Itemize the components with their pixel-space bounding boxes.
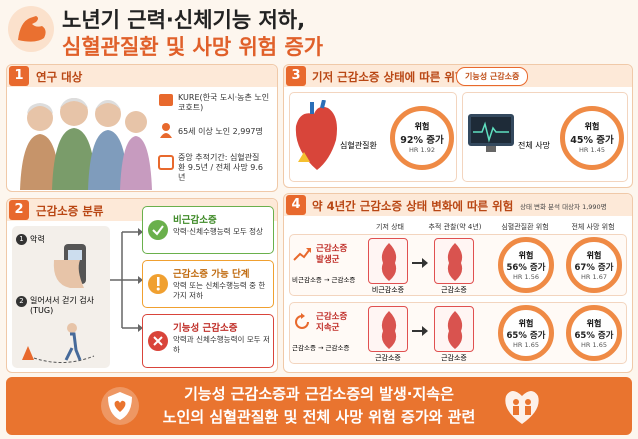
section-number: 3 (286, 66, 306, 86)
group-desc: 악력과 신체수행능력이 모두 저하 (173, 335, 270, 354)
risk-increase: 45% 증가 (570, 135, 614, 146)
test-label: 일어서서 걷기 검사(TUG) (30, 296, 94, 315)
hazard-ratio: HR 1.65 (513, 341, 539, 349)
outcome-panel (462, 92, 628, 182)
section-title: 연구 대상 (36, 70, 83, 84)
section-title: 근감소증 분류 (36, 204, 104, 218)
risk-increase: 67% 증가 (574, 263, 614, 273)
arrow (412, 322, 428, 336)
section-number: 4 (286, 195, 306, 215)
monitor-illustration (468, 114, 514, 152)
state-label: 비근감소증 (371, 286, 405, 294)
risk-ring: 위험 65% 증가 HR 1.65 (566, 305, 622, 361)
outcome-label: 전체 사망 (518, 141, 550, 150)
risk-increase: 65% 증가 (506, 331, 546, 341)
study-item: 65세 이상 노인 2,997명 (178, 127, 263, 136)
group-desc: 악력·신체수행능력 모두 정상 (173, 227, 263, 236)
state-label: 근감소증 (441, 354, 467, 362)
grip-illustration (53, 244, 86, 288)
title-line2: 심혈관질환 및 사망 위험 증가 (62, 35, 324, 59)
hazard-ratio: HR 1.45 (579, 146, 605, 154)
family-icon (505, 391, 539, 424)
tug-illustration (22, 323, 95, 363)
group-desc: 악력 또는 신체수행능력 중 한 가지 저하 (173, 281, 266, 300)
column-header: 전체 사망 위험 (571, 223, 615, 231)
muscle-box (434, 306, 474, 352)
study-item: KURE(한국 도시·농촌 노인 코호트) (178, 93, 270, 112)
heart-illustration (295, 100, 337, 170)
badge: 기능성 근감소증 (456, 67, 529, 86)
group-icon (292, 312, 312, 332)
risk-increase: 92% 증가 (400, 135, 444, 146)
tests-panel (12, 226, 110, 368)
change-header (284, 194, 632, 216)
shield-icon (101, 387, 139, 425)
section-number: 2 (9, 200, 29, 220)
risk-ring: 위험 92% 증가 HR 1.92 (390, 106, 454, 170)
state-label: 근감소증 (441, 286, 467, 294)
risk-increase: 56% 증가 (506, 263, 546, 273)
test-label: 악력 (30, 235, 45, 244)
study-header (7, 65, 277, 87)
risk-ring: 위험 45% 증가 HR 1.45 (560, 106, 624, 170)
sample-size: 상태 변화 분석 대상자 1,990명 (520, 203, 607, 211)
group-name: 근감소증 지속군 (316, 312, 348, 333)
group-card: 비근감소증 악력·신체수행능력 모두 정상 (142, 206, 274, 254)
group-name: 비근감소증 (173, 215, 217, 226)
arrows (110, 228, 143, 332)
hazard-ratio: HR 1.56 (513, 273, 539, 281)
risk-label: 위험 (518, 319, 534, 328)
transition: 비근감소증 → 근감소증 (292, 276, 356, 284)
muscle-box (368, 306, 408, 352)
risk-ring: 위험 67% 증가 HR 1.67 (566, 237, 622, 293)
risk-label: 위험 (518, 251, 534, 260)
group-name: 근감소증 발생군 (316, 244, 348, 265)
hazard-ratio: HR 1.67 (581, 273, 607, 281)
risk-ring: 위험 56% 증가 HR 1.56 (498, 237, 554, 293)
column-header: 심혈관질환 위험 (501, 223, 549, 231)
section-title: 약 4년간 근감소증 상태 변화에 따른 위험 (312, 199, 514, 213)
risk-label: 위험 (584, 122, 600, 131)
group-icon (292, 244, 312, 264)
section-title: 기저 근감소증 상태에 따른 위험 (312, 70, 466, 84)
arrow (412, 254, 428, 268)
study-item: 중앙 추적기간: 심혈관질환 9.5년 / 전체 사망 9.6년 (178, 153, 264, 182)
risk-label: 위험 (586, 251, 602, 260)
transition: 근감소증 → 근감소증 (292, 344, 350, 352)
group-card: 기능성 근감소증 악력과 신체수행능력이 모두 저하 (142, 314, 274, 368)
column-header: 기저 상태 (376, 223, 404, 231)
test-number: 1 (16, 234, 27, 245)
muscle-box (368, 238, 408, 284)
risk-label: 위험 (414, 122, 430, 131)
risk-increase: 65% 증가 (574, 331, 614, 341)
arm-icon (8, 6, 54, 52)
test-number: 2 (16, 296, 27, 307)
risk-label: 위험 (586, 319, 602, 328)
study-icons (158, 94, 174, 170)
hazard-ratio: HR 1.65 (581, 341, 607, 349)
outcome-label: 심혈관질환 (340, 141, 377, 150)
muscle-box (434, 238, 474, 284)
group-name: 기능성 근감소증 (173, 323, 238, 334)
column-header: 추적 관찰(약 4년) (428, 223, 482, 231)
hazard-ratio: HR 1.92 (409, 146, 435, 154)
footer-line2: 노인의 심혈관질환 및 전체 사망 위험 증가와 관련 (162, 408, 476, 426)
footer-line1: 기능성 근감소증과 근감소증의 발생·지속은 (184, 385, 454, 403)
elderly-illustration (20, 98, 152, 190)
outcome-panel (289, 92, 457, 182)
section-number: 1 (9, 66, 29, 86)
title-line1: 노년기 근력·신체기능 저하, (62, 8, 306, 32)
group-card: 근감소증 가능 단계 악력 또는 신체수행능력 중 한 가지 저하 (142, 260, 274, 308)
group-name: 근감소증 가능 단계 (173, 269, 250, 280)
risk-ring: 위험 65% 증가 HR 1.65 (498, 305, 554, 361)
state-label: 근감소증 (375, 354, 401, 362)
